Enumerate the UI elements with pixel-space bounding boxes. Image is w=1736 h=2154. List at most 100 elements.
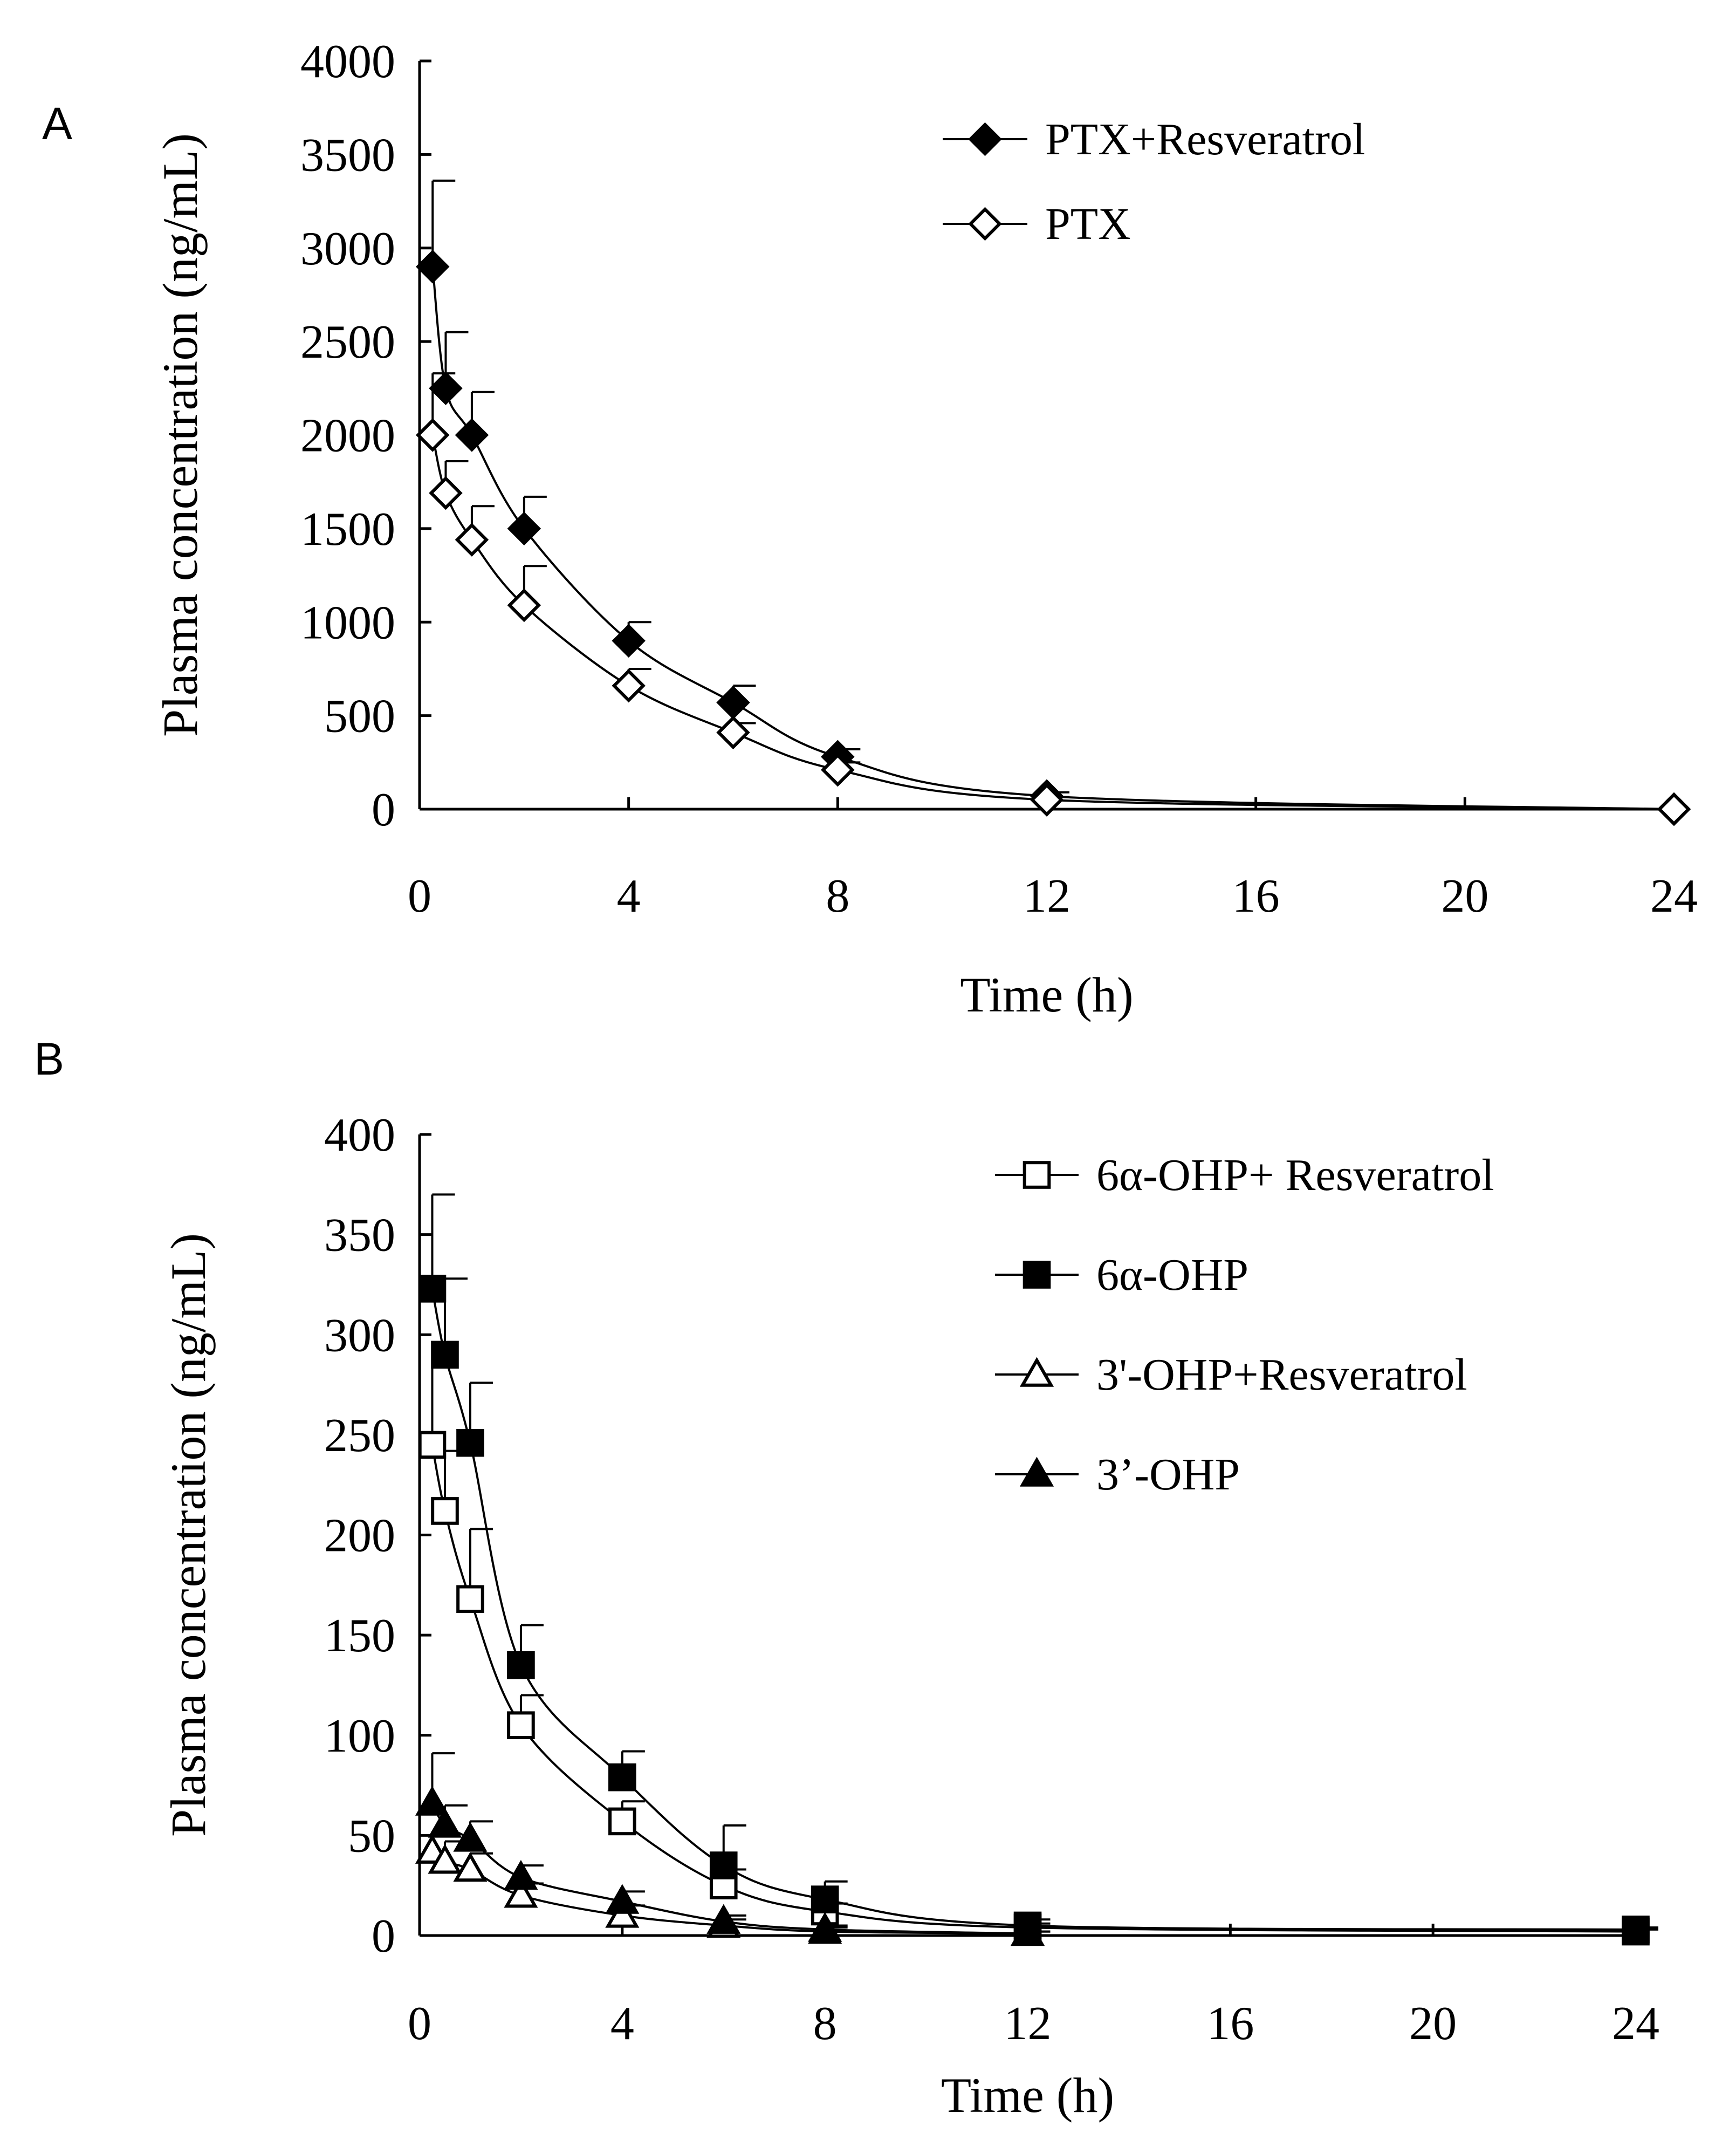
legend-label: 3’-OHP [1096,1449,1240,1500]
legend-label: PTX [1045,199,1131,249]
data-point [428,1844,462,1874]
data-point [706,1904,741,1934]
data-point [453,1822,488,1852]
data-point [608,1807,636,1836]
y-tick-label: 1500 [300,503,395,556]
y-tick-label: 400 [324,1109,395,1161]
data-point [431,1341,459,1369]
x-tick-label: 8 [826,870,849,922]
data-point [1622,1916,1650,1944]
series-0 [418,1343,1658,1946]
legend-label: 3'-OHP+Resveratrol [1096,1350,1467,1400]
y-tick-label: 2500 [300,316,395,368]
data-point [716,715,750,750]
series-1 [418,1193,1658,1944]
series-3 [415,1752,1051,1946]
x-tick-label: 0 [408,1998,431,2050]
data-point [418,1431,447,1459]
y-tick-label: 200 [324,1510,395,1562]
legend-marker [968,122,1002,156]
legend-marker [1023,1261,1051,1289]
legend-label: 6α-OHP [1096,1250,1248,1300]
legend-marker [1019,1357,1054,1387]
y-tick-label: 250 [324,1410,395,1462]
y-tick-label: 2000 [300,410,395,462]
data-point [429,476,463,510]
chart-b: 0 50 100 150 200 250 300 350 400 0 4 8 12 16 20 24 Plasm… [161,1109,1659,2123]
x-tick-label: 20 [1441,870,1488,922]
y-tick-label: 50 [348,1810,395,1862]
data-point [455,523,489,557]
series-0 [415,179,1691,826]
x-tick-label: 24 [1612,1998,1659,2050]
y-tick-label: 100 [324,1710,395,1762]
x-axis-title: Time (h) [941,2068,1114,2123]
x-tick-label: 24 [1650,870,1698,922]
x-tick-label: 16 [1206,1998,1254,2050]
data-point [453,1852,488,1882]
x-tick-label: 4 [617,870,641,922]
x-tick-label: 12 [1023,870,1071,922]
y-tick-label: 350 [324,1209,395,1262]
chart-a: 0 500 1000 1500 2000 2500 3000 3500 4000 0 4 8 12 16 2… [153,36,1698,1022]
x-tick-label: 12 [1004,1998,1052,2050]
legend-marker [1019,1456,1054,1487]
data-point [605,1884,640,1914]
data-point [716,686,750,720]
data-point [415,418,450,452]
legend-marker [968,207,1002,241]
data-point [709,1851,738,1879]
x-tick-label: 4 [610,1998,634,2050]
data-point [507,1711,535,1739]
panel-label-a: A [42,98,72,149]
data-point [612,624,646,658]
legend-label: PTX+Resveratrol [1045,114,1365,165]
legend-item: 3’-OHP [995,1449,1240,1500]
data-point [415,1786,450,1816]
x-tick-label: 0 [408,870,431,922]
data-point [808,1912,842,1942]
panel-label-b: B [34,1034,64,1084]
data-point [1030,783,1064,817]
y-tick-label: 3000 [300,223,395,275]
y-tick-label: 1000 [300,597,395,649]
data-point [429,371,463,406]
y-tick-label: 500 [324,690,395,743]
y-tick-label: 300 [324,1309,395,1362]
data-point [456,1428,484,1457]
data-point [1657,792,1691,826]
data-point [811,1885,839,1913]
data-point [431,1497,459,1525]
data-point [415,250,450,284]
y-axis-title: Plasma concentration (ng/mL) [153,133,208,737]
data-point [455,418,489,452]
series-1 [415,372,1691,826]
legend-item: 6α-OHP [995,1250,1248,1300]
data-point [507,511,541,546]
x-tick-label: 8 [813,1998,837,2050]
data-point [504,1859,538,1890]
legend-item: 3'-OHP+Resveratrol [995,1350,1467,1400]
x-tick-label: 16 [1232,870,1280,922]
y-tick-label: 3500 [300,129,395,181]
data-point [507,588,541,623]
data-point [1010,1916,1045,1946]
data-point [504,1878,538,1908]
series-line [431,435,1675,810]
x-axis-title: Time (h) [960,967,1133,1022]
legend-item: 6α-OHP+ Resveratrol [995,1150,1494,1200]
legend-item: PTX+Resveratrol [943,114,1365,165]
y-tick-label: 4000 [300,36,395,88]
data-point [821,753,855,787]
legend-label: 6α-OHP+ Resveratrol [1096,1150,1494,1200]
y-tick-label: 0 [372,784,395,836]
y-tick-label: 0 [372,1910,395,1962]
data-point [608,1763,636,1791]
legend-item: PTX [943,199,1131,249]
y-axis-title: Plasma concentration (ng/mL) [161,1233,216,1837]
data-point [507,1651,535,1679]
legend-marker [1023,1161,1051,1189]
data-point [456,1585,484,1613]
series-line [431,1445,1636,1933]
